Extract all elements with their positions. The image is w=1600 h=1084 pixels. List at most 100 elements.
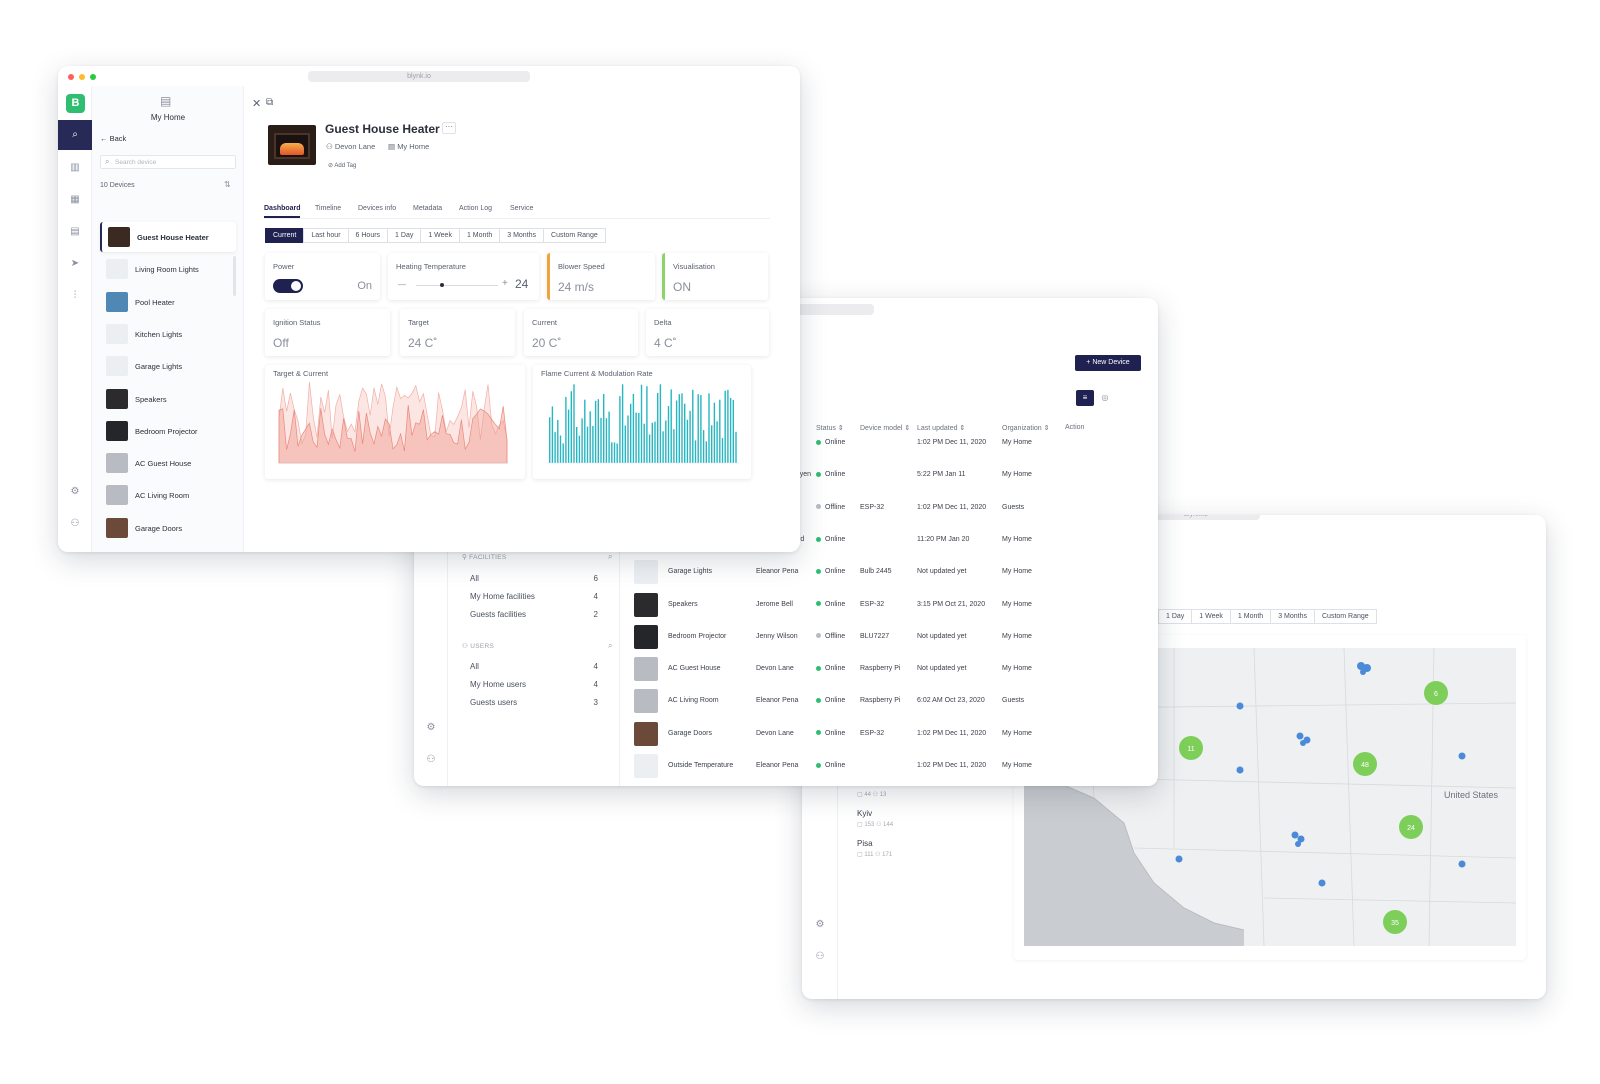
user-icon[interactable]: ⚇ <box>70 518 80 529</box>
device-list-scrollbar[interactable] <box>233 256 236 296</box>
range-3-months[interactable]: 3 Months <box>499 228 545 243</box>
range-1-month[interactable]: 1 Month <box>458 228 501 243</box>
tab-service[interactable]: Service <box>510 205 534 212</box>
user-icon[interactable]: ⚇ <box>426 754 436 765</box>
range-1-day[interactable]: 1 Day <box>387 228 422 243</box>
grid-icon[interactable]: ▦ <box>70 194 80 205</box>
device-list-item[interactable]: Pool Heater <box>100 287 236 317</box>
table-row[interactable]: Bedroom Projector Jenny Wilson Offline BLU7… <box>628 621 1148 653</box>
device-list-item[interactable]: Living Room Lights <box>100 254 236 284</box>
chart-icon[interactable]: ▥ <box>70 162 80 173</box>
device-list-item[interactable]: Kitchen Lights <box>100 319 236 349</box>
close-window-button[interactable] <box>68 74 74 80</box>
sort-icon[interactable]: ⇅ <box>224 180 231 189</box>
tab-metadata[interactable]: Metadata <box>413 205 443 212</box>
table-row[interactable]: Speakers Jerome Bell Online ESP-32 3:15 PM O… <box>628 589 1148 621</box>
add-tag-button[interactable]: ⊘ Add Tag <box>328 163 357 169</box>
new-device-button[interactable]: + New Device <box>1075 355 1141 371</box>
city-kyiv[interactable]: Kyiv ▢ 153 ⚇ 144 <box>857 809 893 828</box>
search-device-input[interactable]: ⌕ Search device <box>100 155 236 169</box>
back-link[interactable]: ← Back <box>100 134 127 143</box>
range-1-week[interactable]: 1 Week <box>1191 609 1231 624</box>
col-model[interactable]: Device model ⇕ <box>860 425 911 432</box>
map-cluster[interactable]: 35 <box>1391 920 1399 927</box>
delta-widget: Delta 4 C˚ <box>646 309 769 356</box>
more-options-button[interactable]: ··· <box>442 122 456 134</box>
facility-all[interactable]: All 6 <box>470 574 598 583</box>
col-status[interactable]: Status ⇕ <box>816 425 844 432</box>
list-view-icon[interactable]: ≡ <box>1076 390 1094 406</box>
range-current[interactable]: Current <box>265 228 305 243</box>
range-custom[interactable]: Custom Range <box>543 228 606 243</box>
range-last-hour[interactable]: Last hour <box>303 228 349 243</box>
table-row[interactable]: AC Guest House Devon Lane Online Raspberry … <box>628 653 1148 685</box>
table-row[interactable]: Outside Temperature Eleanor Pena Online 1:0… <box>628 750 1148 782</box>
gear-icon[interactable]: ⚙ <box>815 919 825 930</box>
device-list-item[interactable]: Garage Doors <box>100 513 236 543</box>
url-bar[interactable]: blynk.io <box>308 71 530 82</box>
tab-action-log[interactable]: Action Log <box>459 205 493 212</box>
map-view-icon[interactable]: ◎ <box>1096 390 1114 406</box>
map-cluster[interactable]: 48 <box>1361 762 1369 769</box>
range-1-day[interactable]: 1 Day <box>1158 609 1193 624</box>
tab-devices-info[interactable]: Devices info <box>358 205 397 212</box>
users-my-home[interactable]: My Home users 4 <box>470 680 598 689</box>
minimize-window-button[interactable] <box>79 74 85 80</box>
flame-current-chart[interactable]: Flame Current & Modulation Rate <box>533 365 751 479</box>
map-cluster[interactable]: 6 <box>1434 691 1438 698</box>
heating-slider[interactable] <box>416 285 498 286</box>
chart-bar <box>729 397 732 463</box>
decrease-button[interactable]: — <box>398 280 406 289</box>
user-icon[interactable]: ⚇ <box>815 951 825 962</box>
users-guests[interactable]: Guests users 3 <box>470 698 598 707</box>
city-pisa[interactable]: Pisa ▢ 111 ⚇ 171 <box>857 839 892 858</box>
range-1-month[interactable]: 1 Month <box>1229 609 1272 624</box>
col-organization[interactable]: Organization ⇕ <box>1002 425 1050 432</box>
users-all[interactable]: All 4 <box>470 662 598 671</box>
url-bar[interactable] <box>746 304 874 315</box>
cell-updated: Not updated yet <box>917 632 967 640</box>
device-list-item[interactable]: AC Living Room <box>100 480 236 510</box>
table-row[interactable]: Garage Lights Eleanor Pena Online Bulb 2445… <box>628 556 1148 588</box>
device-list-item[interactable]: Garage Lights <box>100 351 236 381</box>
send-icon[interactable]: ➤ <box>70 258 80 269</box>
device-owner[interactable]: ⚇ Devon Lane <box>326 142 376 151</box>
range-3-months[interactable]: 3 Months <box>1270 609 1315 624</box>
table-row[interactable]: Garage Doors Devon Lane Online ESP-32 1:02 P… <box>628 718 1148 750</box>
facility-my-home[interactable]: My Home facilities 4 <box>470 592 598 601</box>
table-row[interactable]: AC Living Room Eleanor Pena Online Raspberr… <box>628 685 1148 717</box>
tab-dashboard[interactable]: Dashboard <box>264 205 301 212</box>
close-icon[interactable]: ✕ <box>252 98 262 110</box>
table-row[interactable]: Online 1:02 PM Dec 11, 2020 My Home <box>628 427 1148 459</box>
sliders-icon[interactable]: ⫶ <box>73 290 77 301</box>
search-icon[interactable]: ⌕ <box>608 641 613 650</box>
search-icon[interactable]: ⌕ <box>608 552 613 561</box>
range-6-hours[interactable]: 6 Hours <box>347 228 389 243</box>
device-list-item[interactable]: Bedroom Projector <box>100 416 236 446</box>
device-list-item[interactable]: Speakers <box>100 384 236 414</box>
map-cluster[interactable]: 11 <box>1187 746 1194 753</box>
tab-timeline[interactable]: Timeline <box>315 205 342 212</box>
target-current-chart[interactable]: Target & Current <box>265 365 525 479</box>
gear-icon[interactable]: ⚙ <box>426 722 436 733</box>
map-cluster[interactable]: 24 <box>1407 825 1415 832</box>
facility-guests[interactable]: Guests facilities 2 <box>470 610 598 619</box>
device-org[interactable]: ▤ My Home <box>388 142 430 151</box>
col-updated[interactable]: Last updated ⇕ <box>917 425 966 432</box>
range-custom[interactable]: Custom Range <box>1314 609 1377 624</box>
building-icon[interactable]: ▤ <box>70 226 80 237</box>
widget-title: Target <box>408 318 429 327</box>
expand-icon[interactable]: ⧉ <box>266 97 274 108</box>
search-icon[interactable]: ⌕ <box>72 129 78 140</box>
increase-button[interactable]: + <box>502 278 508 289</box>
range-1-week[interactable]: 1 Week <box>420 228 460 243</box>
device-list-item[interactable]: AC Guest House <box>100 448 236 478</box>
url-bar[interactable] <box>1132 515 1260 520</box>
table-row[interactable]: guyen Online 5:22 PM Jan 11 My Home <box>628 459 1148 491</box>
power-toggle[interactable] <box>273 279 303 293</box>
slider-handle[interactable] <box>440 283 444 287</box>
maximize-window-button[interactable] <box>90 74 96 80</box>
cell-device-name: Outside Temperature <box>668 762 734 769</box>
gear-icon[interactable]: ⚙ <box>70 486 80 497</box>
device-list-item[interactable]: Guest House Heater <box>100 222 236 252</box>
